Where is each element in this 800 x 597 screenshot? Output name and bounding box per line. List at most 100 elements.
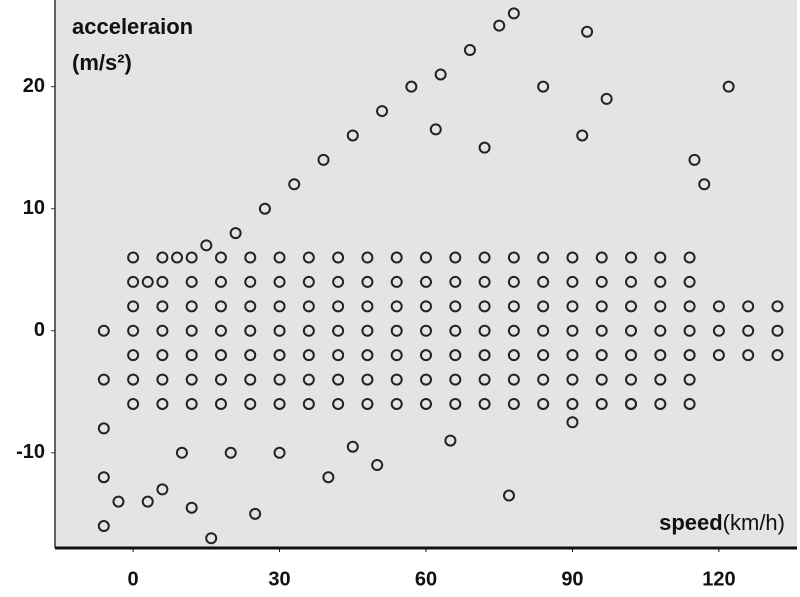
point: [507, 349, 520, 362]
point: [346, 440, 359, 453]
point: [683, 349, 696, 362]
point: [361, 275, 374, 288]
point: [127, 349, 140, 362]
point: [625, 324, 638, 337]
point: [127, 324, 140, 337]
point: [576, 129, 589, 142]
point: [449, 373, 462, 386]
point: [97, 422, 110, 435]
point: [683, 251, 696, 264]
point: [244, 373, 257, 386]
point: [361, 373, 374, 386]
x-tick-label: 90: [561, 568, 583, 590]
point: [434, 68, 447, 81]
point: [214, 349, 227, 362]
y-unit: (m/s²): [72, 50, 132, 75]
point: [742, 349, 755, 362]
point: [449, 397, 462, 410]
x-tick-label: 60: [415, 568, 437, 590]
point: [288, 178, 301, 191]
point: [302, 300, 315, 313]
point: [507, 324, 520, 337]
point: [332, 397, 345, 410]
point: [361, 324, 374, 337]
point: [595, 275, 608, 288]
point: [712, 300, 725, 313]
point: [742, 300, 755, 313]
x-unit: (km/h): [723, 510, 785, 535]
point: [273, 349, 286, 362]
point: [390, 275, 403, 288]
point: [420, 397, 432, 410]
point: [244, 324, 257, 337]
point: [683, 300, 696, 313]
point: [244, 397, 257, 410]
point: [273, 446, 286, 459]
point: [205, 532, 218, 545]
point: [625, 300, 638, 313]
point: [97, 520, 110, 533]
point: [214, 251, 227, 264]
point: [214, 373, 227, 386]
point: [361, 397, 374, 410]
point: [420, 275, 432, 288]
point: [390, 373, 403, 386]
point: [185, 349, 198, 362]
point: [478, 300, 491, 313]
point: [332, 251, 345, 264]
point: [683, 397, 696, 410]
point: [214, 324, 227, 337]
point: [507, 251, 520, 264]
point: [258, 202, 271, 215]
point: [449, 275, 462, 288]
point: [127, 275, 140, 288]
point: [390, 300, 403, 313]
point: [214, 300, 227, 313]
point: [688, 153, 701, 166]
point: [654, 349, 667, 362]
point: [478, 373, 491, 386]
point: [507, 7, 520, 20]
point: [185, 275, 198, 288]
point: [507, 300, 520, 313]
point: [361, 251, 374, 264]
point: [537, 324, 550, 337]
point: [127, 300, 140, 313]
point: [595, 349, 608, 362]
point: [566, 275, 579, 288]
point: [390, 324, 403, 337]
point: [537, 349, 550, 362]
point: [405, 80, 418, 93]
point: [302, 251, 315, 264]
point: [566, 349, 579, 362]
point: [127, 397, 140, 410]
point: [127, 373, 140, 386]
point: [141, 275, 154, 288]
point: [273, 373, 286, 386]
point: [478, 324, 491, 337]
point: [185, 501, 198, 514]
point: [332, 275, 345, 288]
point: [449, 349, 462, 362]
point: [537, 373, 550, 386]
y-tick-label: -10: [16, 441, 45, 463]
point: [185, 300, 198, 313]
point: [566, 373, 579, 386]
point: [244, 300, 257, 313]
point: [185, 324, 198, 337]
point: [302, 373, 315, 386]
point: [127, 251, 140, 264]
point: [156, 251, 169, 264]
point: [625, 251, 638, 264]
point: [97, 324, 110, 337]
point: [302, 275, 315, 288]
points: [97, 7, 784, 545]
point: [156, 300, 169, 313]
point: [595, 300, 608, 313]
point: [185, 373, 198, 386]
point: [317, 153, 330, 166]
point: [141, 495, 154, 508]
point: [273, 397, 286, 410]
plot-area: [55, 0, 797, 548]
point: [600, 92, 613, 105]
